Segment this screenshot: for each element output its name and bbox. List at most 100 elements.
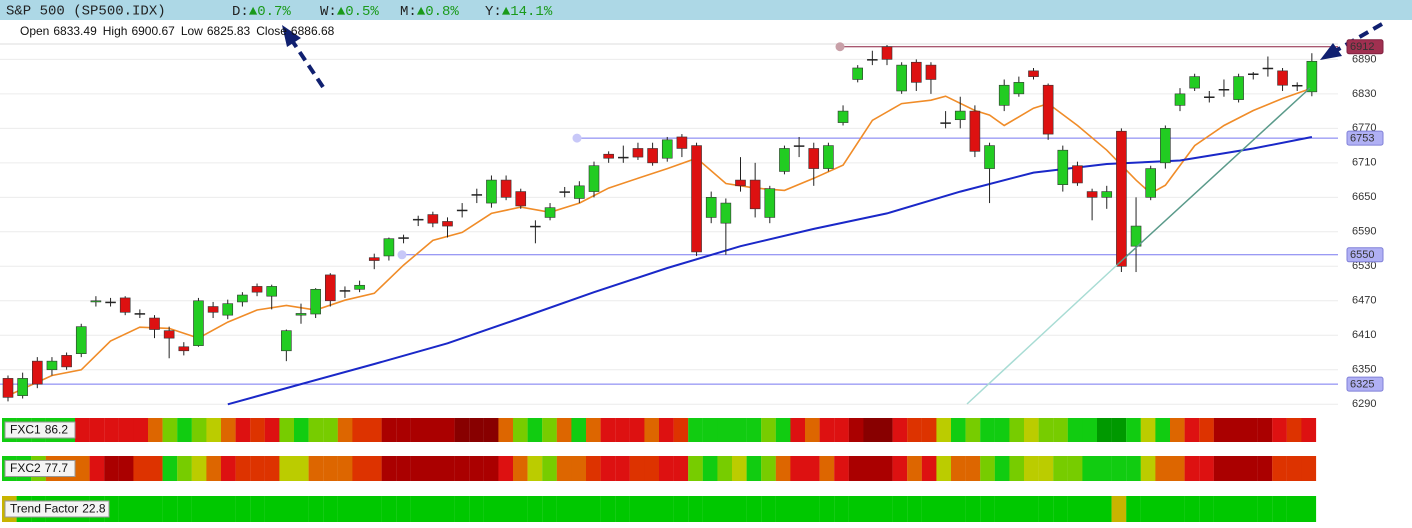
candle-body [500,179,512,198]
heat-cell [221,418,236,442]
heat-cell [965,456,981,481]
level-label: 6550 [1350,249,1374,261]
heat-cell [425,456,441,481]
heat-cell [1257,496,1273,522]
candle-body [867,59,878,61]
heat-cell [75,456,90,481]
heat-cell [878,496,893,522]
candle-body [1072,165,1083,184]
heat-cell [936,496,952,522]
heat-cell [761,418,776,442]
heat-cell [542,496,557,522]
heat-cell [396,496,411,522]
change: ▲0.5% [337,4,380,20]
candle-body [793,145,805,147]
heat-cell [1257,418,1273,442]
heat-cell [1301,418,1317,442]
heat-cell [994,456,1010,481]
level-label-box [1346,130,1384,146]
heat-cell [89,418,105,442]
heat-cell [104,456,119,481]
ohlc-value: 6833.49 [53,24,97,38]
heat-cell [1228,418,1244,442]
candle-body [1189,76,1200,89]
period: Y: [485,4,502,20]
candle-body [310,288,321,315]
heat-cell [337,456,353,481]
candle-body [178,346,190,352]
candle-body [1086,191,1098,198]
heat-cell [264,456,280,481]
heat-cell [1170,496,1185,522]
candle-body [266,286,278,297]
heat-cell [863,456,879,481]
heat-cell [337,496,353,522]
heat-cell [133,456,149,481]
y-tick-label: 6710 [1352,157,1376,169]
heat-cell [454,456,470,481]
heat-cell [133,418,149,442]
heat-cell [600,418,616,442]
heat-cell [381,456,397,481]
candle-body [90,300,102,303]
candle-body [705,197,717,218]
heat-cell [323,496,338,522]
heat-cell [556,418,572,442]
heat-cell [805,418,820,442]
heat-cell [732,496,747,522]
heat-cell [381,496,397,522]
heat-cell [250,418,265,442]
heat-cell [848,418,864,442]
heat-cell [936,418,952,442]
heat-cell [980,456,995,481]
heat-cell [162,456,178,481]
heat-cell [790,456,806,481]
heat-cell [498,496,514,522]
heat-cell [629,456,645,481]
heat-cell [1053,496,1068,522]
candle-body [749,179,761,210]
heat-cell [556,456,572,481]
candle-body [559,191,570,193]
candle-body [632,148,644,158]
heat-cell [308,456,324,481]
candle-body [237,294,248,303]
heat-cell [308,418,324,442]
heat-cell [907,418,922,442]
candle-body [661,139,673,159]
heat-cell [951,456,966,481]
heat-cell [921,496,937,522]
heat-cell [323,456,338,481]
heat-cell [994,418,1010,442]
candle-body [354,284,365,290]
heat-cell [907,456,922,481]
candle-body [1218,89,1230,91]
heat-cell [1199,418,1214,442]
candle-body [808,148,820,169]
heat-cell [527,418,543,442]
candle-body [1101,191,1113,198]
candle-body [1130,225,1142,247]
candle-body [1262,67,1274,70]
change: ▲0.7% [249,4,292,20]
candle-body [940,122,951,124]
heat-cell [513,496,528,522]
heat-cell [1228,456,1244,481]
candle-body [969,110,981,152]
candle-body [1145,168,1156,198]
heat-cell [980,418,995,442]
candle-body [368,257,380,261]
heat-cell [1301,456,1317,481]
level-label: 6912 [1350,41,1374,53]
heat-cell [951,496,966,522]
candle-body [691,145,702,253]
heat-cell [1184,418,1200,442]
period-change: M:▲0.8% [400,4,459,20]
heat-cell [104,418,119,442]
heat-cell [1082,418,1098,442]
heat-cell [1053,456,1068,481]
heat-cell [1155,496,1171,522]
heat-cell [177,456,192,481]
heat-cell [834,496,849,522]
heat-cell [469,496,484,522]
